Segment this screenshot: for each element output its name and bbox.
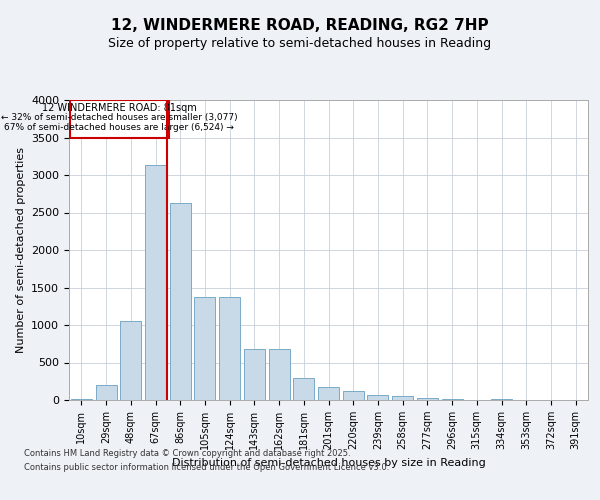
Bar (95, 386, 116, 400)
Bar (120, 320, 141, 400)
Bar (71, 398, 92, 400)
Bar (367, 395, 388, 400)
Bar (293, 378, 314, 400)
Y-axis label: Number of semi-detached properties: Number of semi-detached properties (16, 147, 26, 353)
Text: Contains public sector information licensed under the Open Government Licence v3: Contains public sector information licen… (24, 464, 389, 472)
Bar (244, 349, 265, 400)
Bar (145, 164, 166, 400)
Bar (269, 349, 290, 400)
Text: Size of property relative to semi-detached houses in Reading: Size of property relative to semi-detach… (109, 38, 491, 51)
FancyBboxPatch shape (70, 100, 169, 138)
Bar (170, 203, 191, 400)
Text: Contains HM Land Registry data © Crown copyright and database right 2025.: Contains HM Land Registry data © Crown c… (24, 448, 350, 458)
Bar (442, 399, 463, 400)
Text: ← 32% of semi-detached houses are smaller (3,077): ← 32% of semi-detached houses are smalle… (1, 113, 238, 122)
Text: 12, WINDERMERE ROAD, READING, RG2 7HP: 12, WINDERMERE ROAD, READING, RG2 7HP (111, 18, 489, 32)
X-axis label: Distribution of semi-detached houses by size in Reading: Distribution of semi-detached houses by … (172, 458, 485, 468)
Bar (219, 297, 240, 400)
Bar (318, 387, 339, 400)
Bar (392, 396, 413, 400)
Bar (343, 392, 364, 400)
Text: 12 WINDERMERE ROAD: 81sqm: 12 WINDERMERE ROAD: 81sqm (42, 103, 197, 113)
Bar (194, 296, 215, 400)
Text: 67% of semi-detached houses are larger (6,524) →: 67% of semi-detached houses are larger (… (4, 122, 235, 132)
Bar (417, 398, 438, 400)
